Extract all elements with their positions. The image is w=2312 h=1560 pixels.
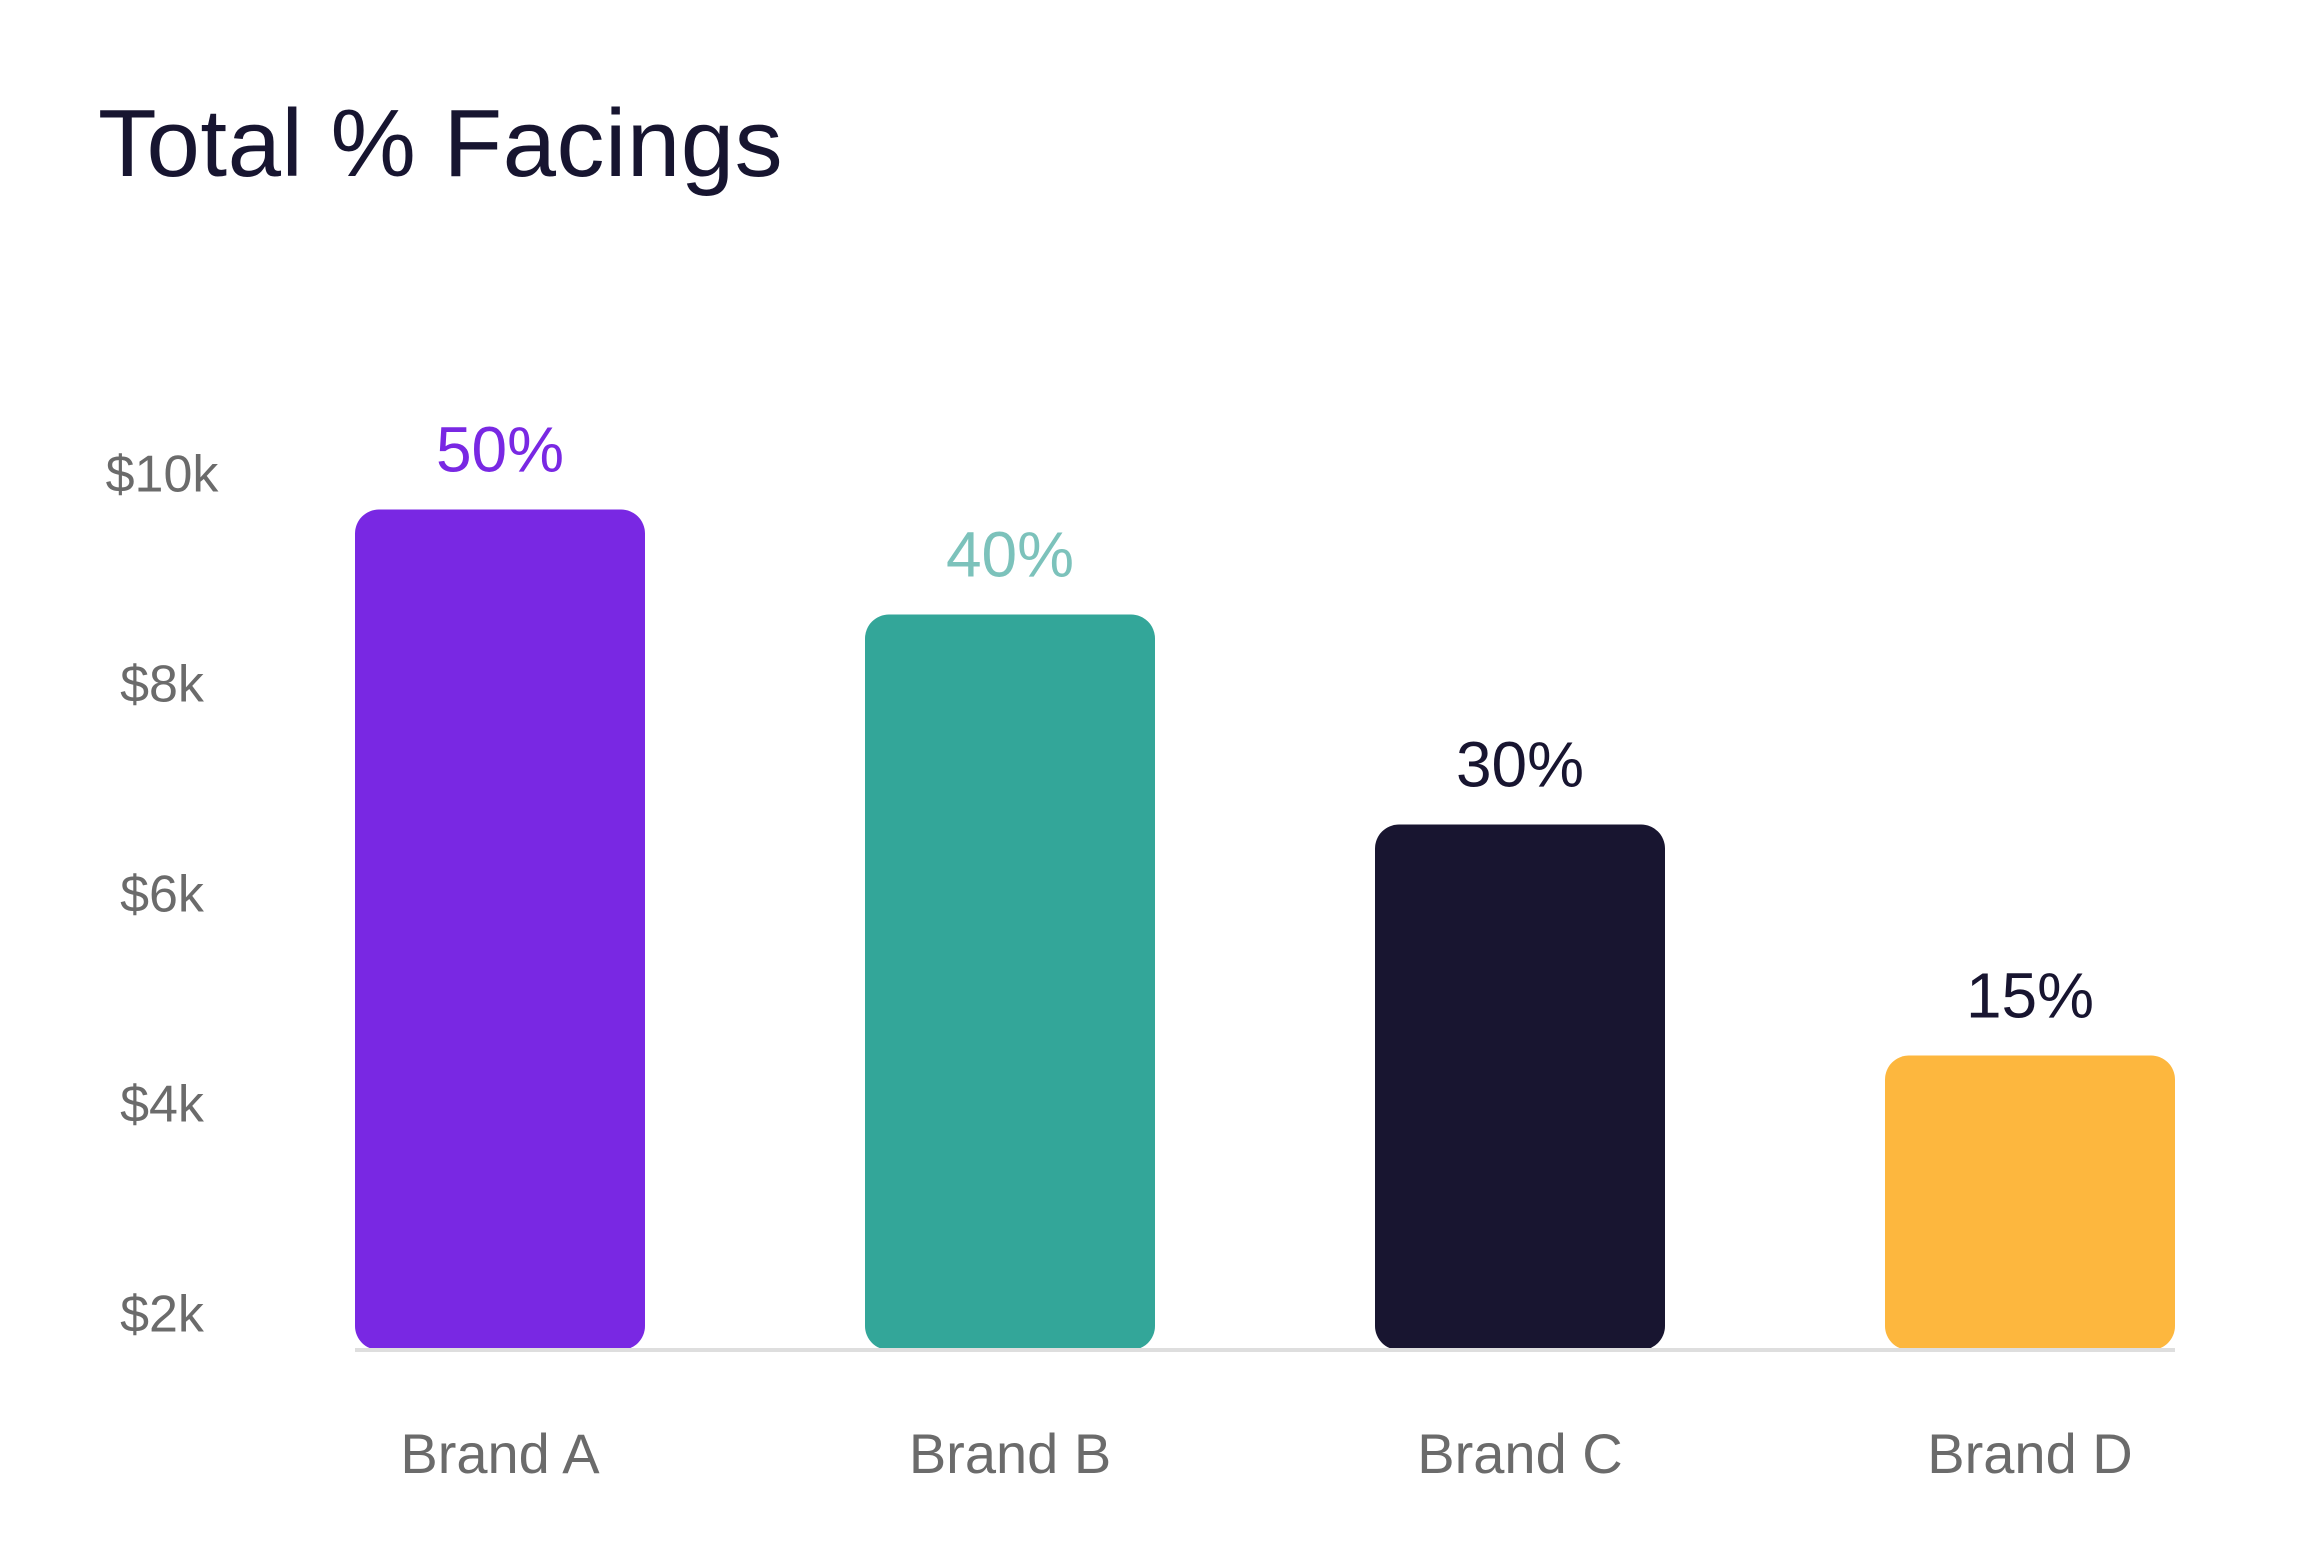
bar-brand-c [1375, 824, 1665, 1350]
y-axis: $2k $4k $6k $8k $10k [106, 446, 220, 1344]
y-tick-label: $10k [106, 446, 220, 504]
y-tick-label: $2k [120, 1286, 205, 1344]
x-axis: Brand A Brand B Brand C Brand D [400, 1422, 2132, 1485]
x-tick-label: Brand A [400, 1422, 600, 1485]
x-tick-label: Brand D [1927, 1422, 2132, 1485]
y-tick-label: $8k [120, 656, 205, 714]
y-tick-label: $4k [120, 1076, 205, 1134]
bar-brand-a [355, 509, 645, 1350]
data-label: 15% [1966, 960, 2094, 1032]
y-tick-label: $6k [120, 866, 205, 924]
data-labels: 50% 40% 30% 15% [436, 414, 2094, 1032]
x-tick-label: Brand B [909, 1422, 1111, 1485]
data-label: 40% [946, 519, 1074, 591]
chart-title: Total % Facings [98, 90, 784, 197]
x-tick-label: Brand C [1417, 1422, 1622, 1485]
bars [355, 509, 2175, 1350]
data-label: 50% [436, 414, 564, 486]
data-label: 30% [1456, 729, 1584, 801]
bar-brand-d [1885, 1055, 2175, 1350]
bar-brand-b [865, 614, 1155, 1350]
